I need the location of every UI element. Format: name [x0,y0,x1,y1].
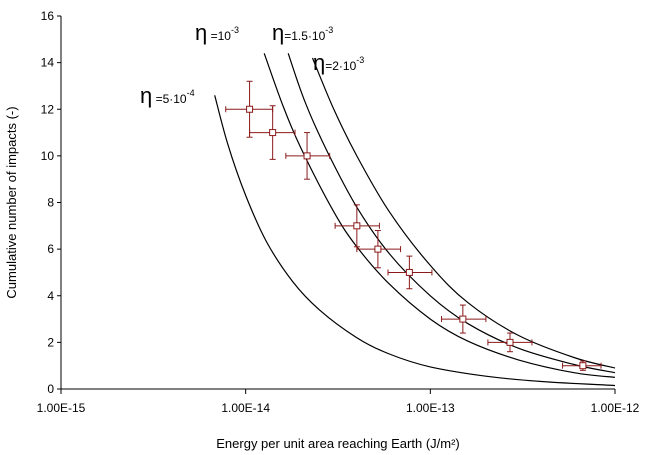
data-point [562,360,602,371]
x-tick-label: 1.00E-15 [37,401,86,415]
data-point [285,132,331,180]
model-curve [214,95,616,387]
data-marker [506,338,514,346]
data-marker [269,129,277,137]
axes: 0 2 4 6 8 10 12 14 16 1.00E-15 1.00E-14 1.00E-13 1.0… [37,9,640,415]
y-tick-label: 6 [47,242,54,256]
curve-label-exponent: -3 [231,25,239,35]
data-point [249,105,296,160]
curve-label-value: =2·10 [325,59,356,73]
data-marker [353,222,361,230]
data-marker [303,152,311,160]
y-tick-label: 12 [41,102,55,116]
data-marker [459,315,467,323]
y-tick-label: 16 [41,9,55,23]
y-tick-label: 0 [47,382,54,396]
y-tick-label: 10 [41,149,55,163]
curve-labels: η =5·10-4η =10-3 η=1.5·10-3η=2·10-3 [140,20,364,108]
curve-label-value: =1.5·10 [284,29,325,43]
data-point [225,80,274,138]
x-tick-label: 1.00E-14 [221,401,270,415]
curve-label-symbol: η [313,50,325,75]
x-tick-label: 1.00E-13 [406,401,455,415]
curve-label-exponent: -4 [187,88,195,98]
y-tick-label: 14 [41,56,55,70]
curve-label-exponent: -3 [325,25,333,35]
y-axis-title: Cumulative number of impacts (-) [4,106,19,298]
curve-label: η=1.5·10-3 [272,20,333,45]
curve-label: η=2·10-3 [313,50,364,75]
model-curve [311,57,616,369]
data-point [334,204,380,248]
y-tick-label: 8 [47,196,54,210]
curve-label-value: =5·10 [152,92,187,106]
curve-label-symbol: η [195,20,207,45]
curve-label: η =10-3 [195,20,239,45]
x-axis-title: Energy per unit area reaching Earth (J/m… [216,436,460,451]
y-tick-label: 4 [47,289,54,303]
data-point [487,332,533,353]
data-marker [405,268,413,276]
y-tick-label: 2 [47,335,54,349]
model-curve [263,53,616,378]
curve-label-exponent: -3 [356,55,364,65]
curve-label-value: =10 [207,29,231,43]
x-tick-label: 1.00E-12 [591,401,640,415]
curve-label-symbol: η [272,20,284,45]
observations [225,80,602,371]
curve-label-symbol: η [140,83,152,108]
data-point [387,255,433,290]
data-point [441,304,487,334]
data-marker [246,105,254,113]
data-point [356,229,402,269]
data-marker [579,362,587,370]
curve-label: η =5·10-4 [140,83,195,108]
data-marker [374,245,382,253]
